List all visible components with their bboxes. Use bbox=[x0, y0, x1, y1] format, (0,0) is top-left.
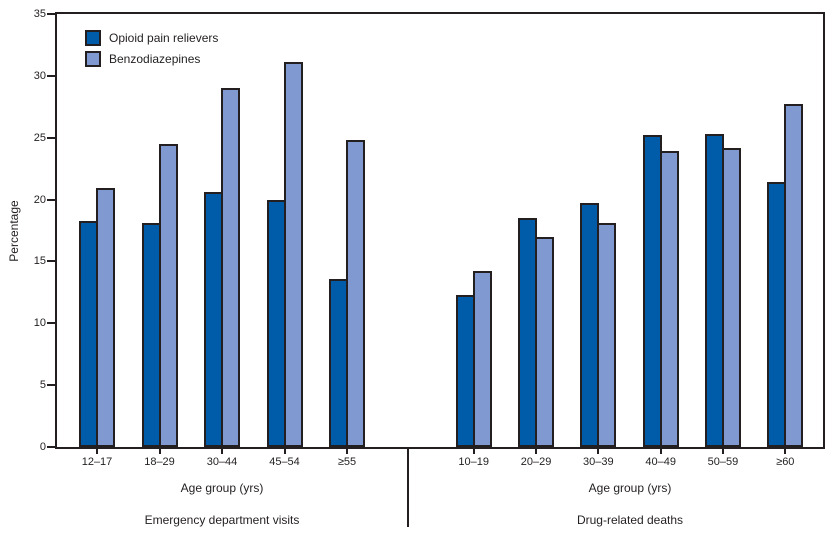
category-label: 20–29 bbox=[520, 456, 552, 468]
category-label: 45–54 bbox=[269, 456, 300, 468]
x-tick-mark bbox=[472, 449, 475, 454]
legend-label-benzo: Benzodiazepines bbox=[109, 52, 201, 66]
y-tick-mark bbox=[47, 198, 55, 201]
x-tick-mark bbox=[597, 449, 600, 454]
y-tick-label: 5 bbox=[39, 379, 46, 392]
y-tick-mark bbox=[47, 322, 55, 325]
category-label: 10–19 bbox=[458, 456, 489, 468]
category-label: 18–29 bbox=[144, 456, 175, 468]
legend-item-benzo: Benzodiazepines bbox=[85, 51, 218, 67]
x-tick-mark bbox=[784, 449, 787, 454]
category-label: ≥60 bbox=[776, 456, 795, 468]
plot-area: Opioid pain relievers Benzodiazepines bbox=[55, 12, 825, 449]
y-tick-label: 25 bbox=[33, 131, 46, 144]
y-tick-label: 35 bbox=[33, 8, 46, 20]
panel-divider-line bbox=[407, 448, 409, 527]
y-tick-label: 0 bbox=[39, 441, 46, 453]
y-tick-mark bbox=[47, 446, 55, 448]
x-tick-mark bbox=[721, 449, 724, 454]
x-tick-mark bbox=[221, 449, 223, 454]
x-tick-mark bbox=[346, 449, 348, 454]
x-axis-title-right: Age group (yrs) bbox=[588, 481, 672, 495]
x-tick-mark bbox=[96, 449, 98, 454]
category-label: 50–59 bbox=[707, 456, 739, 468]
x-tick-mark bbox=[158, 449, 161, 454]
bar-benzodiazepine bbox=[283, 62, 303, 447]
y-tick-label: 15 bbox=[33, 255, 46, 268]
legend-swatch-opioid bbox=[85, 30, 101, 46]
bar-benzodiazepine bbox=[346, 140, 365, 447]
category-label: ≥55 bbox=[337, 456, 357, 468]
y-tick-label: 30 bbox=[33, 69, 46, 82]
x-axis-title-left: Age group (yrs) bbox=[180, 481, 264, 495]
legend-label-opioid: Opioid pain relievers bbox=[109, 31, 219, 45]
bar-benzodiazepine bbox=[659, 151, 679, 447]
x-tick-mark bbox=[659, 449, 662, 454]
legend-item-opioid: Opioid pain relievers bbox=[85, 30, 218, 46]
bar-benzodiazepine bbox=[96, 188, 115, 447]
legend-swatch-benzo bbox=[85, 51, 101, 67]
y-tick-mark bbox=[47, 74, 55, 77]
y-tick-mark bbox=[47, 384, 55, 387]
bar-benzodiazepine bbox=[784, 104, 804, 447]
y-tick-label: 10 bbox=[33, 317, 46, 330]
y-tick-label: 20 bbox=[33, 193, 46, 206]
panel-caption-deaths: Drug-related deaths bbox=[576, 513, 684, 527]
y-axis-title: Percentage bbox=[7, 200, 21, 262]
x-tick-mark bbox=[535, 449, 538, 454]
category-label: 30–44 bbox=[206, 456, 238, 468]
bar-benzodiazepine bbox=[472, 271, 492, 447]
category-label: 30–39 bbox=[583, 456, 614, 468]
y-tick-mark bbox=[47, 136, 55, 139]
x-tick-mark bbox=[283, 449, 286, 454]
y-tick-mark bbox=[47, 13, 55, 15]
bar-benzodiazepine bbox=[597, 223, 617, 447]
bar-benzodiazepine bbox=[221, 88, 240, 447]
category-label: 40–49 bbox=[645, 456, 676, 468]
panel-caption-ed-visits: Emergency department visits bbox=[144, 513, 300, 527]
category-label: 12–17 bbox=[81, 456, 113, 468]
bar-benzodiazepine bbox=[158, 144, 178, 447]
bar-benzodiazepine bbox=[535, 237, 555, 447]
y-tick-mark bbox=[47, 260, 55, 263]
bar-benzodiazepine bbox=[721, 148, 741, 447]
legend: Opioid pain relievers Benzodiazepines bbox=[85, 30, 218, 72]
